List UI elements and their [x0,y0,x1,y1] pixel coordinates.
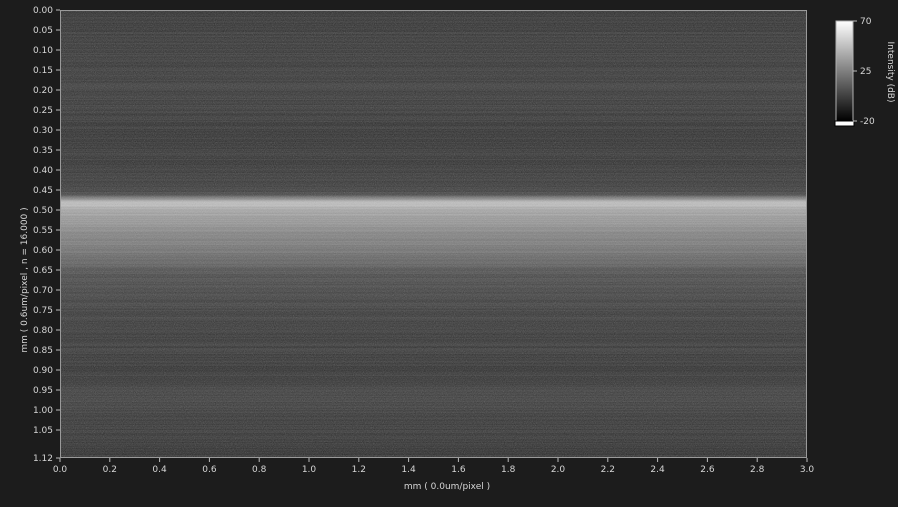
colorbar-tick-label: -20 [860,117,875,127]
x-tick-label: 0.6 [202,465,217,475]
x-axis-label: mm ( 0.0um/pixel ) [404,482,490,492]
y-axis-label: mm ( 0.6um/pixel , n = 16.000 ) [20,207,30,352]
colorbar-label: Intensity (dB) [885,42,895,103]
x-tick-label: 1.6 [451,465,466,475]
x-tick-label: 0.8 [252,465,267,475]
x-axis: 0.0 0.2 0.4 0.6 0.8 1.0 1.2 1.4 1.6 1.8 2.0 2.2 2.4 2… [53,458,815,475]
y-tick-label: 0.60 [33,246,53,256]
x-tick-label: 2.2 [601,465,615,475]
y-tick-label: 0.90 [33,366,53,376]
x-tick-label: 2.8 [750,465,765,475]
colorbar-tick-label: 25 [860,67,871,77]
x-tick-label: 2.0 [551,465,566,475]
y-tick-label: 0.00 [33,6,53,16]
x-tick-label: 0.2 [103,465,117,475]
x-tick-label: 0.0 [53,465,68,475]
y-tick-label: 0.80 [33,326,53,336]
y-tick-label: 1.12 [33,454,53,464]
y-tick-label: 0.50 [33,206,53,216]
x-tick-label: 1.8 [501,465,516,475]
colorbar-tick-label: 70 [860,17,872,27]
y-tick-label: 0.95 [33,386,53,396]
y-tick-label: 1.00 [33,406,53,416]
y-tick-label: 0.70 [33,286,53,296]
x-tick-label: 1.0 [302,465,317,475]
y-tick-label: 0.85 [33,346,53,356]
x-tick-label: 2.6 [700,465,715,475]
y-tick-label: 0.30 [33,126,53,136]
y-tick-label: 0.15 [33,66,53,76]
y-axis: 0.00 0.05 0.10 0.15 0.20 0.25 0.30 0.35 0.40 0.45… [33,6,60,464]
y-tick-label: 0.25 [33,106,53,116]
y-tick-label: 0.20 [33,86,53,96]
y-tick-label: 0.05 [33,26,53,36]
y-tick-label: 0.65 [33,266,53,276]
y-tick-label: 0.10 [33,46,53,56]
colorbar-gradient [836,21,853,121]
y-tick-label: 0.55 [33,226,53,236]
y-tick-label: 0.40 [33,166,53,176]
colorbar-min-handle[interactable] [835,121,854,126]
x-tick-label: 3.0 [800,465,815,475]
y-tick-label: 0.45 [33,186,53,196]
colorbar-ticks: 70 25 -20 [853,17,875,127]
x-tick-label: 1.2 [352,465,366,475]
speckle-noise [60,10,807,458]
y-tick-label: 0.35 [33,146,53,156]
x-tick-label: 0.4 [152,465,167,475]
x-tick-label: 1.4 [401,465,416,475]
x-tick-label: 2.4 [650,465,665,475]
colorbar: 70 25 -20 Intensity (dB) [835,17,895,127]
y-tick-label: 0.75 [33,306,53,316]
y-tick-label: 1.05 [33,426,53,436]
